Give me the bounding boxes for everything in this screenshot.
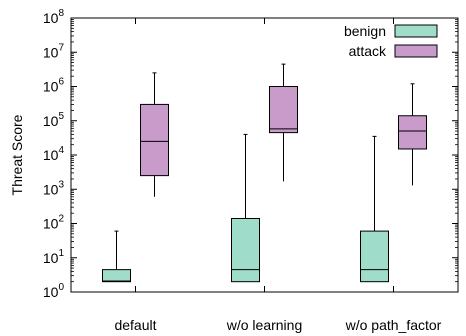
- benign-box: [231, 133, 260, 283]
- y-tick-label: 108: [43, 8, 65, 26]
- x-category-label: w/o learning: [226, 317, 303, 333]
- plot-frame: [70, 17, 459, 293]
- attack-box: [398, 83, 427, 186]
- x-category-label: default: [114, 317, 156, 333]
- attack-box: [269, 63, 298, 182]
- x-axis-ticks: default w/o learning w/o path_factor: [114, 18, 442, 333]
- iqr-box: [140, 103, 169, 177]
- y-tick-label: 104: [43, 145, 65, 163]
- y-tick-label: 100: [43, 282, 65, 300]
- iqr-box: [360, 230, 389, 283]
- legend: benign attack: [344, 23, 438, 59]
- legend-label-benign: benign: [344, 23, 386, 39]
- legend-label-attack: attack: [349, 43, 387, 59]
- iqr-box: [102, 269, 131, 283]
- benign-box: [102, 230, 131, 283]
- iqr-box: [231, 217, 260, 283]
- y-axis-label: Threat Score: [9, 114, 25, 195]
- iqr-box: [398, 115, 427, 150]
- y-tick-label: 106: [43, 77, 65, 95]
- y-axis-ticks: 100 101 102 103 104 105 106 107 108: [43, 8, 458, 300]
- legend-swatch-attack: [394, 44, 438, 58]
- legend-swatch-benign: [394, 24, 438, 38]
- y-tick-label: 102: [43, 214, 65, 232]
- box-plot-boxes: [102, 63, 427, 283]
- benign-box: [360, 135, 389, 283]
- y-tick-label: 107: [43, 42, 65, 60]
- y-tick-label: 105: [43, 111, 65, 129]
- x-category-label: w/o path_factor: [345, 317, 442, 333]
- attack-box: [140, 72, 169, 197]
- iqr-box: [269, 86, 298, 134]
- y-tick-label: 103: [43, 179, 65, 197]
- y-tick-label: 101: [43, 248, 65, 266]
